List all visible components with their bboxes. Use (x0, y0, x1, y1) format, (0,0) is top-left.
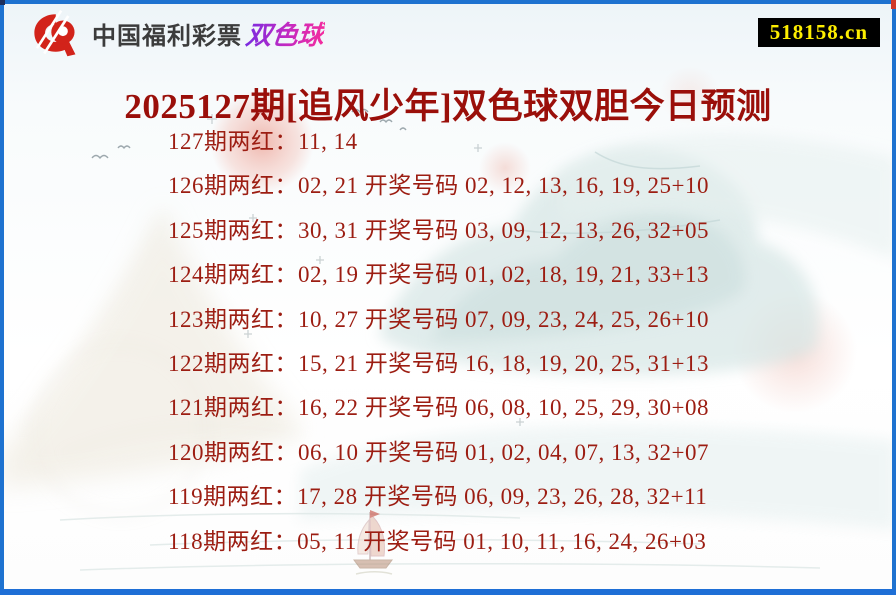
sail-boat (353, 510, 393, 575)
sparkles (207, 114, 524, 426)
frame-border-bottom (0, 589, 896, 595)
site-badge: 518158.cn (757, 18, 880, 47)
predictions-list: 127期两红：11, 14 126期两红：02, 21 开奖号码 02, 12, … (168, 120, 709, 564)
page-title: 2025127期[追风少年]双色球双胆今日预测 (124, 87, 772, 127)
prediction-line: 124期两红：02, 19 开奖号码 01, 02, 18, 19, 21, 3… (168, 262, 709, 288)
beige-mountains (0, 205, 305, 488)
frame-border-right (892, 0, 896, 595)
china-welfare-lottery-logo-icon (34, 9, 76, 57)
brand-name: 中国福利彩票 (92, 22, 242, 50)
top-right-notch (891, 0, 896, 9)
prediction-line: 120期两红：06, 10 开奖号码 01, 02, 04, 07, 13, 3… (168, 439, 709, 465)
prediction-line: 118期两红：05, 11 开奖号码 01, 10, 11, 16, 24, 2… (168, 528, 707, 554)
prediction-line: 127期两红：11, 14 (168, 129, 358, 154)
frame-border-left (0, 0, 4, 595)
frame-border-top (0, 0, 896, 4)
brand-product: 双色球 (244, 15, 326, 52)
top-left-notch (0, 0, 5, 5)
prediction-line: 122期两红：15, 21 开奖号码 16, 18, 19, 20, 25, 3… (168, 350, 709, 376)
prediction-line: 125期两红：30, 31 开奖号码 03, 09, 12, 13, 26, 3… (168, 217, 709, 243)
prediction-line: 123期两红：10, 27 开奖号码 07, 09, 23, 24, 25, 2… (168, 306, 709, 332)
prediction-line: 119期两红：17, 28 开奖号码 06, 09, 23, 26, 28, 3… (168, 484, 708, 510)
prediction-line: 121期两红：16, 22 开奖号码 06, 08, 10, 25, 29, 3… (168, 395, 709, 421)
birds (91, 97, 407, 160)
pink-sun-wash (210, 90, 314, 194)
prediction-line: 126期两红：02, 21 开奖号码 02, 12, 13, 16, 19, 2… (168, 173, 709, 199)
header: 中国福利彩票 双色球 (24, 8, 326, 58)
